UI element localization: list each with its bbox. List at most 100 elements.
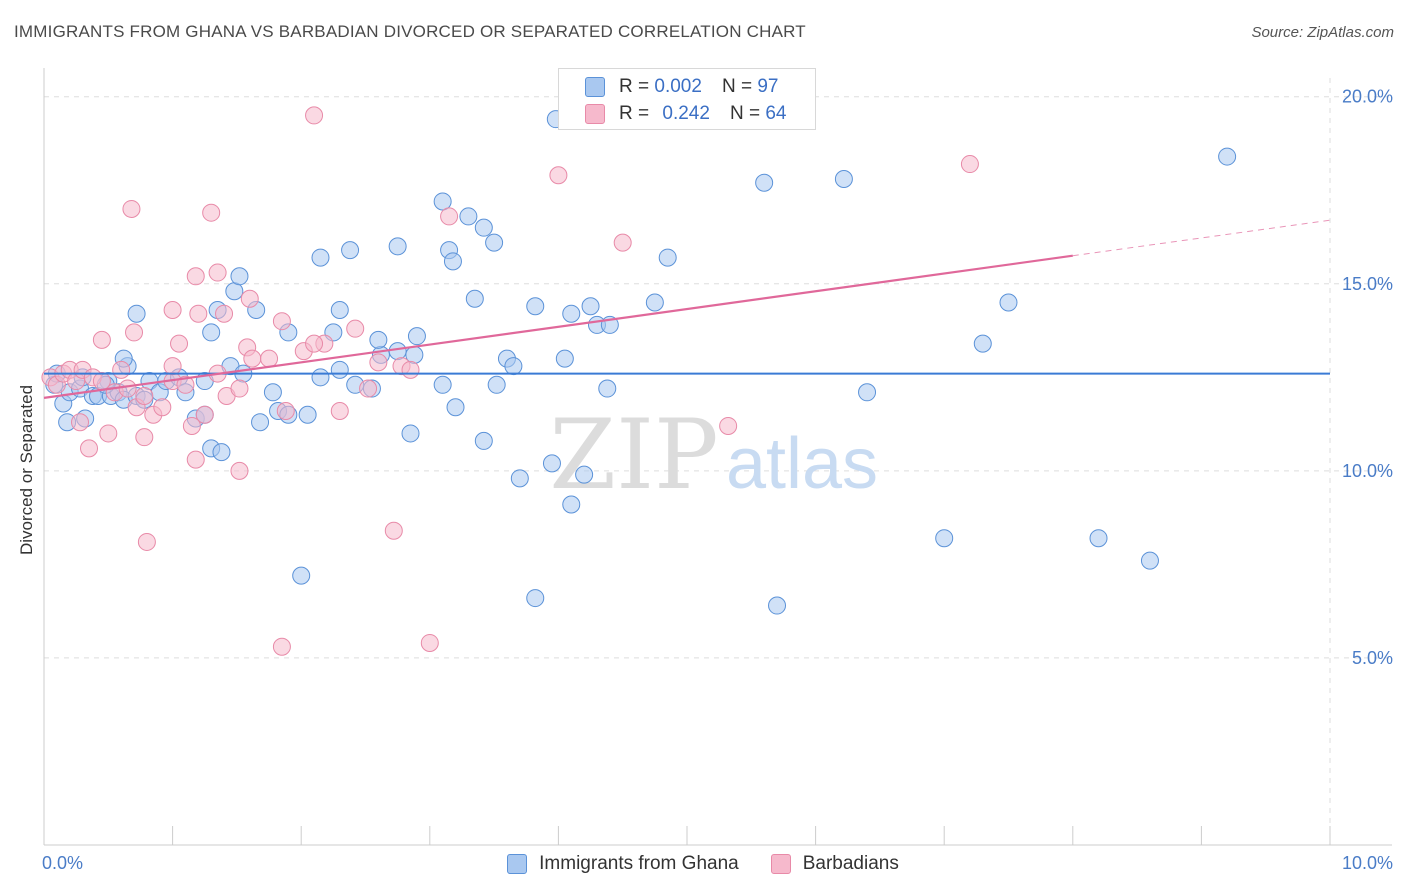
barbadian-point xyxy=(359,379,378,398)
barbadian-point xyxy=(230,379,249,398)
legend-item-ghana: Immigrants from Ghana xyxy=(507,853,739,875)
barbadian-point xyxy=(99,424,118,443)
x-tick-label: 0.0% xyxy=(42,853,83,873)
trend-lines xyxy=(43,219,1331,399)
barbadian-point xyxy=(92,330,111,349)
legend-n-label: N = xyxy=(721,76,753,97)
data-points xyxy=(41,106,1237,656)
ghana-point xyxy=(999,293,1018,312)
watermark-zip: ZIP xyxy=(549,399,718,511)
legend-r-value: 0.002 xyxy=(654,76,702,97)
legend-swatch-pink xyxy=(585,104,605,124)
barbadian-point xyxy=(118,379,137,398)
ghana-point xyxy=(298,405,317,424)
ghana-point xyxy=(973,334,992,353)
ghana-point xyxy=(202,323,221,342)
ghana-point xyxy=(401,424,420,443)
legend-swatch-blue xyxy=(507,854,528,874)
ghana-point xyxy=(330,360,349,379)
barbadian-point xyxy=(208,263,227,282)
ghana-point xyxy=(330,300,349,319)
ghana-point xyxy=(433,375,452,394)
legend-swatch-pink xyxy=(770,854,791,874)
barbadian-point xyxy=(195,405,214,424)
barbadian-trend-extension xyxy=(1072,219,1331,257)
barbadian-point xyxy=(260,349,279,368)
ghana-point xyxy=(388,342,407,361)
x-tick-label: 10.0% xyxy=(1342,853,1393,873)
ghana-point xyxy=(212,443,231,462)
barbadian-point xyxy=(401,360,420,379)
barbadian-point xyxy=(549,166,568,185)
ghana-point xyxy=(1218,147,1237,166)
barbadian-point xyxy=(122,199,141,218)
ghana-point xyxy=(127,304,146,323)
ghana-point xyxy=(658,248,677,267)
barbadian-point xyxy=(719,416,738,435)
tick-labels: 5.0% 10.0% 15.0% 20.0% 0.0% 10.0% xyxy=(42,87,1393,873)
ghana-point xyxy=(230,267,249,286)
source-label: Source: ZipAtlas.com xyxy=(1251,24,1394,41)
legend-r-label: R = xyxy=(619,103,650,124)
legend-n-value: 97 xyxy=(757,76,779,97)
barbadian-point xyxy=(186,450,205,469)
ghana-point xyxy=(485,233,504,252)
barbadian-point xyxy=(272,312,291,331)
ghana-point xyxy=(433,192,452,211)
legend-item-barbadians: Barbadians xyxy=(770,853,899,875)
barbadian-point xyxy=(176,375,195,394)
ghana-point xyxy=(407,327,426,346)
ghana-point xyxy=(575,465,594,484)
barbadian-point xyxy=(230,461,249,480)
barbadian-point xyxy=(202,203,221,222)
ghana-point xyxy=(562,495,581,514)
axes xyxy=(43,68,1392,846)
legend-swatch-blue xyxy=(585,77,605,97)
ghana-point xyxy=(474,218,493,237)
ghana-point xyxy=(858,383,877,402)
ghana-point xyxy=(341,241,360,260)
barbadian-point xyxy=(125,323,144,342)
ghana-point xyxy=(935,529,954,548)
barbadian-point xyxy=(384,521,403,540)
barbadian-point xyxy=(276,401,295,420)
legend-label-ghana: Immigrants from Ghana xyxy=(539,853,739,874)
barbadian-point xyxy=(215,304,234,323)
barbadian-trend-line xyxy=(43,254,1073,399)
barbadian-point xyxy=(272,637,291,656)
ghana-point xyxy=(311,248,330,267)
watermark: ZIP atlas xyxy=(549,399,878,511)
barbadian-point xyxy=(182,416,201,435)
barbadian-point xyxy=(243,349,262,368)
legend-r-label: R = xyxy=(619,76,650,97)
ghana-point xyxy=(555,349,574,368)
y-tick-label: 15.0% xyxy=(1342,274,1393,294)
barbadian-point xyxy=(135,428,154,447)
barbadian-point xyxy=(112,360,131,379)
ghana-point xyxy=(465,289,484,308)
ghana-point xyxy=(311,368,330,387)
barbadian-point xyxy=(440,207,459,226)
barbadian-point xyxy=(153,398,172,417)
chart-title: IMMIGRANTS FROM GHANA VS BARBADIAN DIVOR… xyxy=(14,22,806,41)
ghana-point xyxy=(504,357,523,376)
barbadian-point xyxy=(163,300,182,319)
barbadian-point xyxy=(613,233,632,252)
ghana-point xyxy=(526,589,545,608)
grid-lines xyxy=(44,78,1392,845)
ghana-point xyxy=(474,431,493,450)
ghana-point xyxy=(459,207,478,226)
ghana-point xyxy=(768,596,787,615)
ghana-point xyxy=(1140,551,1159,570)
ghana-point xyxy=(369,330,388,349)
barbadian-point xyxy=(135,387,154,406)
ghana-point xyxy=(598,379,617,398)
barbadian-point xyxy=(163,357,182,376)
barbadian-point xyxy=(305,106,324,125)
barbadian-point xyxy=(330,401,349,420)
barbadian-point xyxy=(170,334,189,353)
barbadian-point xyxy=(346,319,365,338)
ghana-point xyxy=(510,469,529,488)
ghana-point xyxy=(562,304,581,323)
ghana-point xyxy=(526,297,545,316)
